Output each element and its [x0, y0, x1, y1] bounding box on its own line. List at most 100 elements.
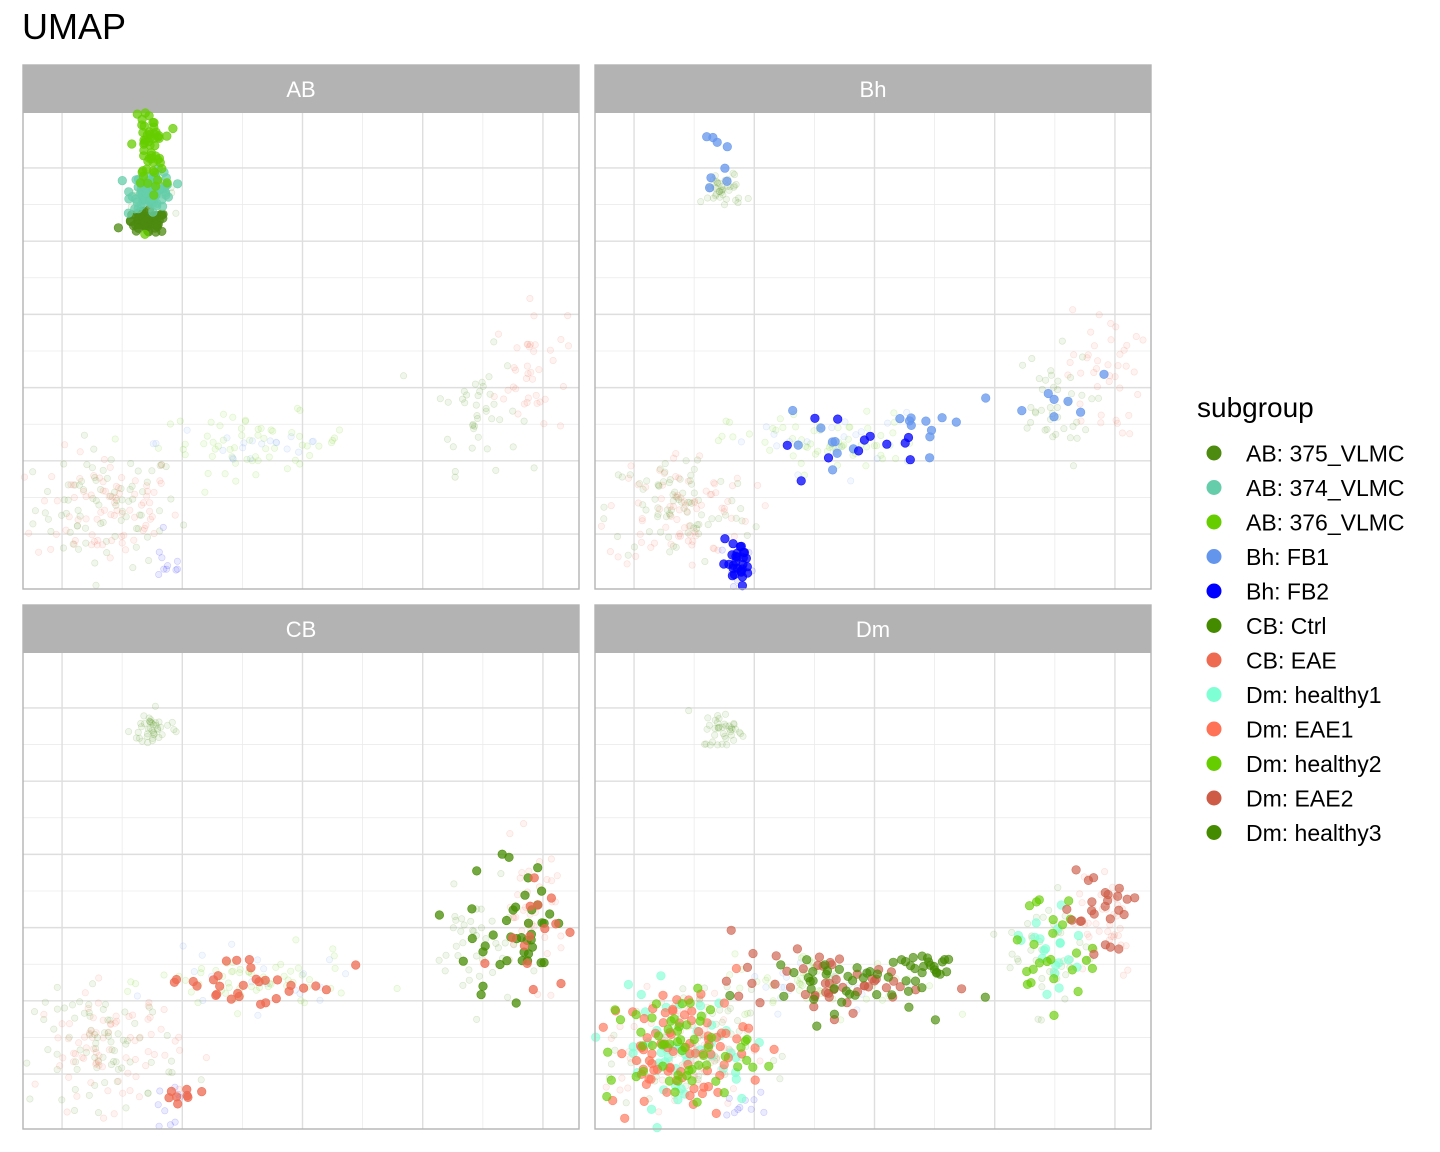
data-point: [720, 720, 728, 728]
data-point: [225, 983, 233, 991]
data-point: [74, 506, 82, 514]
data-point: [763, 974, 771, 982]
data-point: [1119, 971, 1127, 979]
data-point: [59, 544, 67, 552]
data-point: [111, 488, 119, 496]
data-point: [1093, 365, 1101, 373]
data-point: [530, 967, 538, 975]
data-point: [795, 979, 803, 987]
data-point: [814, 952, 825, 962]
data-point: [757, 1088, 765, 1096]
data-point: [127, 978, 135, 986]
data-point: [930, 1015, 941, 1025]
data-point: [1087, 963, 1097, 974]
data-point: [117, 485, 125, 493]
data-point: [693, 521, 701, 529]
data-point: [837, 997, 847, 1007]
data-point: [181, 451, 189, 459]
data-point: [129, 1011, 137, 1019]
chart-title: UMAP: [22, 6, 127, 47]
data-point: [262, 445, 270, 453]
data-point: [74, 516, 82, 524]
data-point: [670, 454, 678, 462]
data-point: [722, 176, 732, 186]
data-point: [686, 531, 694, 539]
data-point: [1049, 1010, 1059, 1021]
data-point: [681, 501, 689, 509]
data-point: [162, 131, 172, 141]
panel-border: [22, 604, 580, 1130]
facet-strip: [595, 605, 1151, 653]
data-point: [473, 412, 481, 420]
data-point: [811, 450, 819, 458]
data-point: [485, 373, 493, 381]
data-point: [714, 723, 722, 731]
data-point: [685, 522, 693, 530]
data-point: [533, 900, 543, 910]
data-point: [740, 1036, 751, 1046]
data-point: [182, 1090, 192, 1101]
data-point: [675, 474, 683, 482]
data-point: [770, 1057, 778, 1065]
data-point: [662, 513, 670, 521]
data-point: [1067, 965, 1077, 975]
data-point: [523, 398, 531, 406]
data-point: [1017, 406, 1027, 416]
data-point: [631, 1071, 641, 1082]
data-point: [170, 726, 178, 734]
data-point: [728, 482, 736, 490]
data-point: [807, 440, 815, 448]
data-point: [692, 532, 700, 540]
data-point: [672, 543, 680, 551]
data-point: [80, 431, 88, 439]
data-point: [831, 974, 841, 985]
data-point: [713, 178, 721, 186]
data-point: [457, 927, 465, 935]
data-point: [1019, 361, 1027, 369]
legend-item: Dm: healthy2: [1206, 751, 1382, 777]
data-point: [890, 409, 898, 417]
data-point: [467, 933, 477, 944]
data-point: [1077, 369, 1085, 377]
data-point: [100, 455, 108, 463]
data-point: [474, 414, 482, 422]
data-point: [750, 1075, 760, 1085]
data-point: [607, 1060, 615, 1068]
data-point: [877, 451, 885, 459]
data-point: [634, 499, 642, 507]
data-point: [737, 730, 745, 738]
data-point: [557, 335, 565, 343]
data-point: [1031, 918, 1041, 928]
data-point: [1114, 931, 1122, 939]
data-point: [716, 193, 724, 201]
legend-label: Bh: FB2: [1246, 579, 1329, 605]
data-point: [298, 971, 306, 979]
data-point: [530, 312, 538, 320]
data-point: [122, 546, 130, 554]
data-point: [160, 1005, 168, 1013]
data-point: [127, 459, 135, 467]
data-point: [287, 967, 295, 975]
data-point: [1027, 403, 1035, 411]
data-point: [701, 557, 709, 565]
data-point: [125, 1012, 133, 1020]
data-point: [144, 111, 154, 121]
data-point: [91, 473, 99, 481]
data-point: [260, 965, 268, 973]
data-point: [789, 967, 799, 978]
data-point: [726, 925, 736, 935]
legend-key: [1206, 618, 1222, 633]
data-point: [1113, 419, 1121, 427]
data-point: [557, 932, 565, 940]
data-point: [658, 1061, 668, 1071]
data-point: [108, 1046, 116, 1054]
data-point: [106, 463, 114, 471]
data-point: [727, 724, 735, 732]
data-point: [873, 455, 881, 463]
legend-label: CB: EAE: [1246, 648, 1337, 674]
data-point: [792, 423, 800, 431]
data-point: [221, 956, 231, 966]
data-point: [190, 968, 198, 976]
data-point: [144, 487, 152, 495]
data-point: [114, 1065, 122, 1073]
